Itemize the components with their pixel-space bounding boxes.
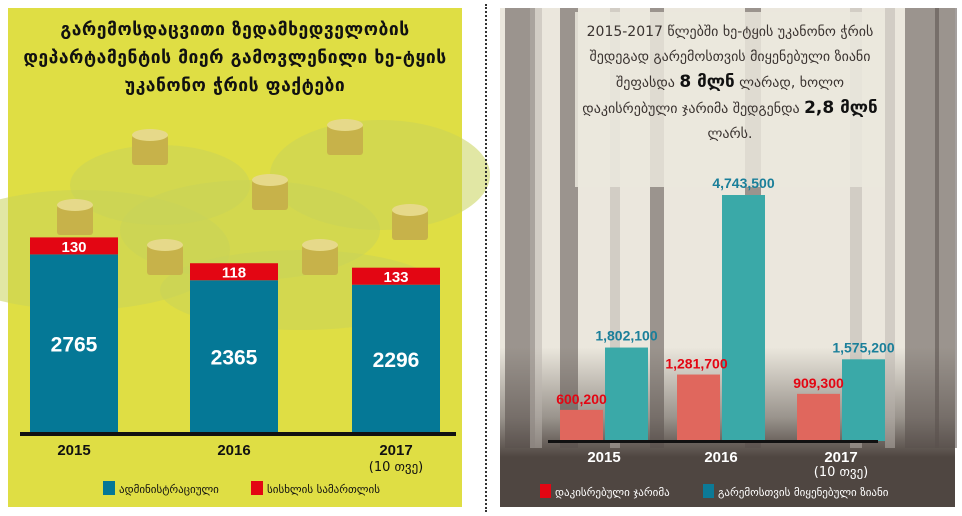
legend-label-fine: დაკისრებული ჯარიმა (555, 486, 670, 499)
stump-top-icon (392, 204, 428, 216)
bar-fine (560, 409, 603, 441)
tree-trunk-decoration (905, 8, 939, 448)
x-tick-label: 2016 (704, 449, 737, 466)
x-tick-label: 2015 (57, 442, 90, 459)
stump-icon (252, 180, 288, 210)
x-axis-line (548, 440, 878, 443)
stump-icon (57, 205, 93, 235)
bar-value-fine: 1,281,700 (665, 356, 727, 372)
x-tick-label: 2016 (217, 442, 250, 459)
panel-divider (485, 4, 487, 512)
stump-icon (392, 210, 428, 240)
legend-swatch-administrative (103, 481, 115, 495)
tree-trunk-decoration (935, 8, 957, 448)
bar-value-administrative: 2296 (373, 349, 420, 372)
x-axis-line (20, 432, 456, 436)
x-tick-label: 2015 (587, 449, 620, 466)
summary-part2: ლარად, ხოლო დაკისრებული ჯარიმა შედგენდა (582, 75, 844, 117)
x-tick-note: (10 თვე) (369, 460, 424, 475)
tree-trunk-decoration (530, 8, 542, 448)
hill-decoration (270, 120, 490, 230)
bar-administrative (352, 284, 440, 433)
bar-value-criminal: 118 (222, 265, 246, 282)
stump-icon (327, 125, 363, 155)
tree-trunk-decoration (885, 8, 895, 448)
bar-value-administrative: 2765 (51, 334, 98, 357)
summary-part3: ლარს. (707, 126, 753, 142)
stump-icon (132, 135, 168, 165)
left-chart-title: გარემოსდაცვითი ზედამხედველობის დეპარტამე… (23, 20, 447, 96)
bar-value-administrative: 2365 (211, 347, 258, 370)
stump-top-icon (132, 129, 168, 141)
bar-value-damage: 1,575,200 (832, 339, 894, 355)
legend-label-administrative: ადმინისტრაციული (119, 483, 219, 496)
bar-value-damage: 1,802,100 (595, 328, 657, 344)
bar-fine (677, 374, 720, 441)
bar-fine (797, 393, 840, 441)
bar-administrative (30, 254, 118, 433)
x-tick-label: 2017 (379, 442, 412, 459)
tree-trunk-decoration (560, 8, 578, 448)
legend-swatch-fine (540, 484, 551, 498)
x-tick-note: (10 თვე) (814, 465, 869, 480)
summary-part1: 2015-2017 წლებში ხე-ტყის უკანონო ჭრის შე… (586, 24, 874, 91)
bar-criminal (352, 267, 440, 285)
x-tick-label: 2017 (824, 449, 857, 466)
legend-label-criminal: სისხლის სამართლის (267, 483, 380, 496)
bar-value-criminal: 130 (61, 239, 86, 256)
bar-criminal (190, 263, 278, 281)
bar-damage (842, 359, 885, 441)
stump-top-icon (302, 239, 338, 251)
bar-value-criminal: 133 (383, 269, 408, 286)
legend-swatch-criminal (251, 481, 263, 495)
summary-bold2: 2,8 მლნ (804, 98, 878, 118)
legend-swatch-damage (703, 484, 714, 498)
stump-icon (147, 245, 183, 275)
stump-top-icon (57, 199, 93, 211)
text-backdrop (575, 12, 885, 187)
bar-value-damage: 4,743,500 (712, 175, 774, 191)
bar-damage (722, 195, 765, 441)
bar-damage (605, 347, 648, 441)
bar-administrative (190, 280, 278, 433)
summary-bold1: 8 მლნ (679, 72, 735, 92)
stump-top-icon (147, 239, 183, 251)
stump-top-icon (252, 174, 288, 186)
tree-trunk-decoration (610, 8, 620, 448)
bar-value-fine: 600,200 (556, 391, 607, 407)
right-summary-text: 2015-2017 წლებში ხე-ტყის უკანონო ჭრის შე… (580, 20, 880, 147)
bar-value-fine: 909,300 (793, 375, 844, 391)
stump-icon (302, 245, 338, 275)
legend-label-damage: გარემოსთვის მიყენებული ზიანი (718, 486, 889, 499)
stump-top-icon (327, 119, 363, 131)
bar-criminal (30, 237, 118, 255)
hill-decoration (70, 145, 250, 225)
